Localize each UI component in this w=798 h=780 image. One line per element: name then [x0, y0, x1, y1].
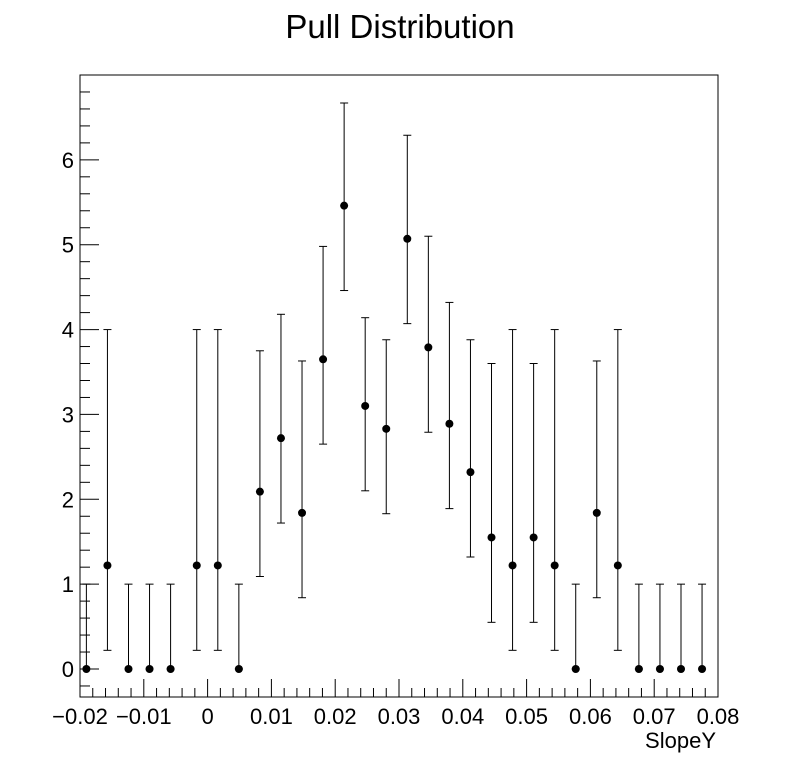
data-point: [634, 664, 643, 673]
x-tick-label: 0.02: [314, 704, 357, 729]
data-point: [255, 487, 264, 496]
y-tick-label: 5: [62, 233, 74, 258]
x-axis-label: SlopeY: [645, 728, 716, 753]
data-point: [166, 664, 175, 673]
y-tick-label: 6: [62, 148, 74, 173]
data-point: [698, 664, 707, 673]
data-point: [592, 508, 601, 517]
y-tick-label: 4: [62, 318, 74, 343]
data-point: [340, 201, 349, 210]
data-point: [103, 561, 112, 570]
data-point: [82, 664, 91, 673]
error-bars: [82, 102, 707, 670]
x-tick-label: 0.08: [697, 704, 740, 729]
x-tick-label: 0: [201, 704, 213, 729]
x-tick-label: 0.04: [441, 704, 484, 729]
data-point: [571, 664, 580, 673]
x-tick-label: 0.01: [250, 704, 293, 729]
x-tick-label: −0.01: [116, 704, 172, 729]
data-point: [213, 561, 222, 570]
data-point: [613, 561, 622, 570]
data-point: [361, 401, 370, 410]
x-tick-label: 0.05: [505, 704, 548, 729]
y-tick-label: 2: [62, 487, 74, 512]
y-tick-label: 1: [62, 572, 74, 597]
data-point: [529, 533, 538, 542]
data-point: [508, 561, 517, 570]
data-point: [487, 533, 496, 542]
x-axis-ticks: [79, 679, 719, 697]
y-tick-label: 3: [62, 402, 74, 427]
data-point: [234, 664, 243, 673]
data-point: [382, 424, 391, 433]
data-point: [676, 664, 685, 673]
plot-frame: [79, 74, 719, 698]
data-point: [192, 561, 201, 570]
x-tick-label: −0.02: [52, 704, 108, 729]
y-tick-label: 0: [62, 657, 74, 682]
x-tick-label: 0.03: [378, 704, 421, 729]
x-axis-tick-labels: −0.02 −0.01 0 0.01 0.02 0.03 0.04 0.05 0.06 0.07 0…: [52, 704, 739, 729]
data-point: [424, 343, 433, 352]
data-point: [124, 664, 133, 673]
data-point: [276, 434, 285, 443]
y-axis-ticks: [80, 91, 99, 687]
data-point: [319, 355, 328, 364]
x-tick-label: 0.07: [633, 704, 676, 729]
y-axis-tick-labels: 0 1 2 3 4 5 6: [62, 148, 74, 682]
data-point: [145, 664, 154, 673]
data-point: [403, 234, 412, 243]
data-point: [298, 508, 307, 517]
chart-title: Pull Distribution: [285, 8, 514, 45]
x-tick-label: 0.06: [569, 704, 612, 729]
data-point: [550, 561, 559, 570]
data-point: [466, 468, 475, 477]
data-point: [655, 664, 664, 673]
data-points: [82, 201, 707, 673]
data-point: [445, 419, 454, 428]
